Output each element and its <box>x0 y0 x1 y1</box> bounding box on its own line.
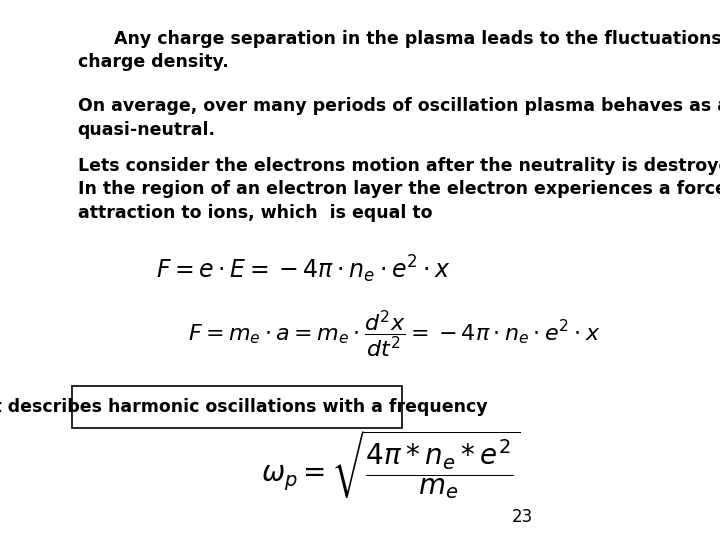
Text: Lets consider the electrons motion after the neutrality is destroyed.
In the reg: Lets consider the electrons motion after… <box>78 157 720 222</box>
Text: It describes harmonic oscillations with a frequency: It describes harmonic oscillations with … <box>0 398 487 416</box>
Text: On average, over many periods of oscillation plasma behaves as a
quasi-neutral.: On average, over many periods of oscilla… <box>78 97 720 139</box>
FancyBboxPatch shape <box>73 386 402 428</box>
Text: 23: 23 <box>512 509 533 526</box>
Text: $\omega_p = \sqrt{\dfrac{4\pi * n_e * e^2}{m_e}}$: $\omega_p = \sqrt{\dfrac{4\pi * n_e * e^… <box>261 429 520 502</box>
Text: $F = e \cdot E = -4\pi \cdot n_e \cdot e^2 \cdot x$: $F = e \cdot E = -4\pi \cdot n_e \cdot e… <box>156 254 451 285</box>
Text: $F = m_e \cdot a = m_e \cdot \dfrac{d^2x}{dt^2} = -4\pi \cdot n_e \cdot e^2 \cdo: $F = m_e \cdot a = m_e \cdot \dfrac{d^2x… <box>188 308 600 360</box>
Text: Any charge separation in the plasma leads to the fluctuations in
charge density.: Any charge separation in the plasma lead… <box>78 30 720 71</box>
